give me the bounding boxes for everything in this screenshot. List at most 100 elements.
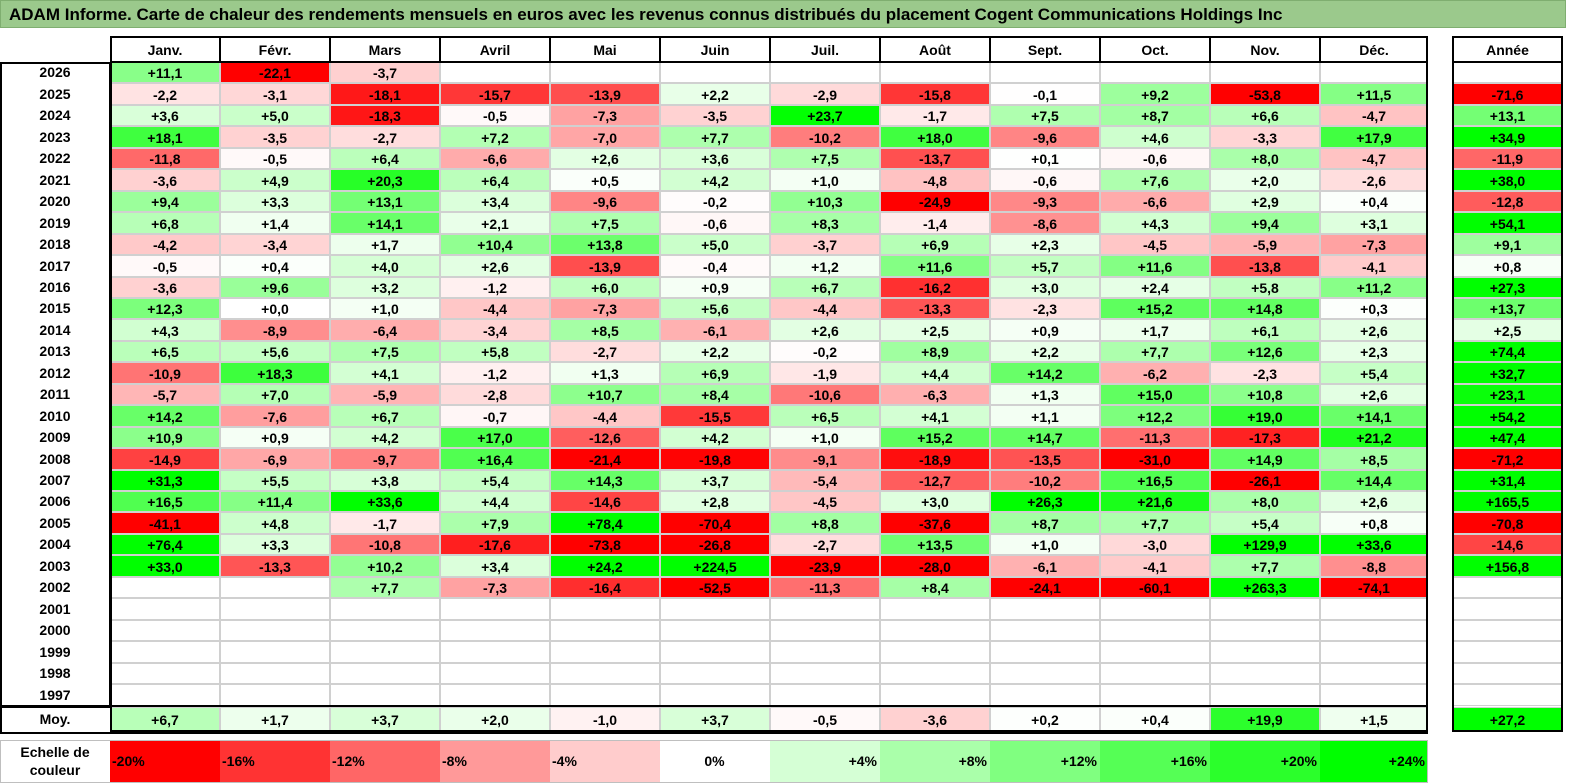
heatmap-cell: +9,4: [1210, 212, 1320, 234]
heatmap-cell: -2,3: [1210, 362, 1320, 384]
heatmap-cell: [990, 684, 1100, 706]
year-label: 2007: [0, 470, 110, 491]
heatmap-cell: +2,2: [660, 341, 770, 362]
heatmap-cell: -14,9: [110, 448, 220, 470]
annual-cell: +0,8: [1452, 255, 1563, 277]
heatmap-cell: [1100, 620, 1210, 641]
heatmap-cell: [1210, 641, 1320, 663]
heatmap-cell: [440, 684, 550, 706]
heatmap-cell: -41,1: [110, 512, 220, 534]
heatmap-cell: +0,4: [1320, 191, 1428, 212]
heatmap-cell: +10,2: [330, 555, 440, 577]
heatmap-cell: [550, 684, 660, 706]
year-label: 2023: [0, 126, 110, 148]
annual-cell: -11,9: [1452, 148, 1563, 169]
heatmap-cell: [1320, 598, 1428, 620]
heatmap-cell: +21,2: [1320, 427, 1428, 448]
heatmap-cell: -2,8: [440, 384, 550, 405]
heatmap-cell: -19,8: [660, 448, 770, 470]
heatmap-cell: -8,8: [1320, 555, 1428, 577]
heatmap-cell: +1,1: [990, 405, 1100, 427]
heatmap-cell: +31,3: [110, 470, 220, 491]
heatmap-cell: -12,6: [550, 427, 660, 448]
heatmap-cell: [440, 598, 550, 620]
heatmap-cell: [770, 62, 880, 83]
heatmap-cell: +3,3: [220, 191, 330, 212]
heatmap-cell: +4,1: [330, 362, 440, 384]
heatmap-cell: [990, 598, 1100, 620]
average-cell: +3,7: [660, 707, 770, 732]
heatmap-cell: [1100, 62, 1210, 83]
heatmap-cell: +1,0: [330, 298, 440, 319]
heatmap-cell: +0,5: [550, 169, 660, 191]
heatmap-cell: +2,6: [1320, 319, 1428, 341]
heatmap-cell: +4,6: [1100, 126, 1210, 148]
heatmap-cell: -9,6: [990, 126, 1100, 148]
heatmap-cell: -5,9: [330, 384, 440, 405]
heatmap-cell: +78,4: [550, 512, 660, 534]
month-header: Mai: [550, 36, 660, 62]
heatmap-cell: +7,2: [440, 126, 550, 148]
heatmap-cell: +15,2: [1100, 298, 1210, 319]
heatmap-cell: -10,8: [330, 534, 440, 555]
month-header: Nov.: [1210, 36, 1320, 62]
heatmap-cell: -16,2: [880, 277, 990, 298]
annual-cell: +34,9: [1452, 126, 1563, 148]
heatmap-cell: -2,7: [770, 534, 880, 555]
average-cell: +0,4: [1100, 707, 1210, 732]
year-label: 2018: [0, 234, 110, 255]
heatmap-cell: +6,5: [770, 405, 880, 427]
heatmap-cell: +5,6: [660, 298, 770, 319]
heatmap-cell: +7,7: [1100, 341, 1210, 362]
year-label: 2006: [0, 491, 110, 512]
year-label: 2003: [0, 555, 110, 577]
heatmap-cell: +1,7: [330, 234, 440, 255]
heatmap-cell: [1100, 663, 1210, 684]
heatmap-cell: [440, 663, 550, 684]
heatmap-cell: -2,6: [1320, 169, 1428, 191]
heatmap-cell: +2,9: [1210, 191, 1320, 212]
month-header: Mars: [330, 36, 440, 62]
scale-step: +4%: [770, 741, 880, 782]
heatmap-cell: [330, 598, 440, 620]
heatmap-cell: [1210, 684, 1320, 706]
heatmap-cell: -10,2: [990, 470, 1100, 491]
heatmap-cell: +9,2: [1100, 83, 1210, 105]
heatmap-cell: -4,7: [1320, 105, 1428, 126]
heatmap-cell: -0,2: [660, 191, 770, 212]
heatmap-cell: +2,6: [440, 255, 550, 277]
heatmap-cell: +1,7: [1100, 319, 1210, 341]
year-label: 2009: [0, 427, 110, 448]
heatmap-cell: -5,7: [110, 384, 220, 405]
year-label: 2014: [0, 319, 110, 341]
heatmap-cell: +2,0: [1210, 169, 1320, 191]
heatmap-cell: +14,7: [990, 427, 1100, 448]
heatmap-cell: [330, 684, 440, 706]
heatmap-cell: +10,9: [110, 427, 220, 448]
heatmap-cell: +0,8: [1320, 512, 1428, 534]
heatmap-cell: -13,9: [550, 83, 660, 105]
heatmap-cell: [110, 577, 220, 598]
heatmap-cell: +7,7: [330, 577, 440, 598]
average-cell: -0,5: [770, 707, 880, 732]
heatmap-cell: +14,2: [990, 362, 1100, 384]
annual-cell: [1452, 620, 1563, 641]
heatmap-cell: -6,6: [1100, 191, 1210, 212]
heatmap-cell: +4,3: [110, 319, 220, 341]
heatmap-cell: [770, 641, 880, 663]
heatmap-cell: +10,3: [770, 191, 880, 212]
heatmap-cell: -3,6: [110, 277, 220, 298]
annual-cell: +38,0: [1452, 169, 1563, 191]
heatmap-cell: +0,9: [660, 277, 770, 298]
heatmap-cell: +5,4: [1320, 362, 1428, 384]
heatmap-cell: -7,6: [220, 405, 330, 427]
heatmap-cell: [110, 663, 220, 684]
heatmap-cell: +18,1: [110, 126, 220, 148]
average-cell: +1,5: [1320, 707, 1428, 732]
heatmap-cell: -11,3: [770, 577, 880, 598]
annual-cell: -70,8: [1452, 512, 1563, 534]
average-cell: +0,2: [990, 707, 1100, 732]
average-label: Moy.: [0, 707, 110, 732]
average-cell: +19,9: [1210, 707, 1320, 732]
heatmap-cell: -21,4: [550, 448, 660, 470]
